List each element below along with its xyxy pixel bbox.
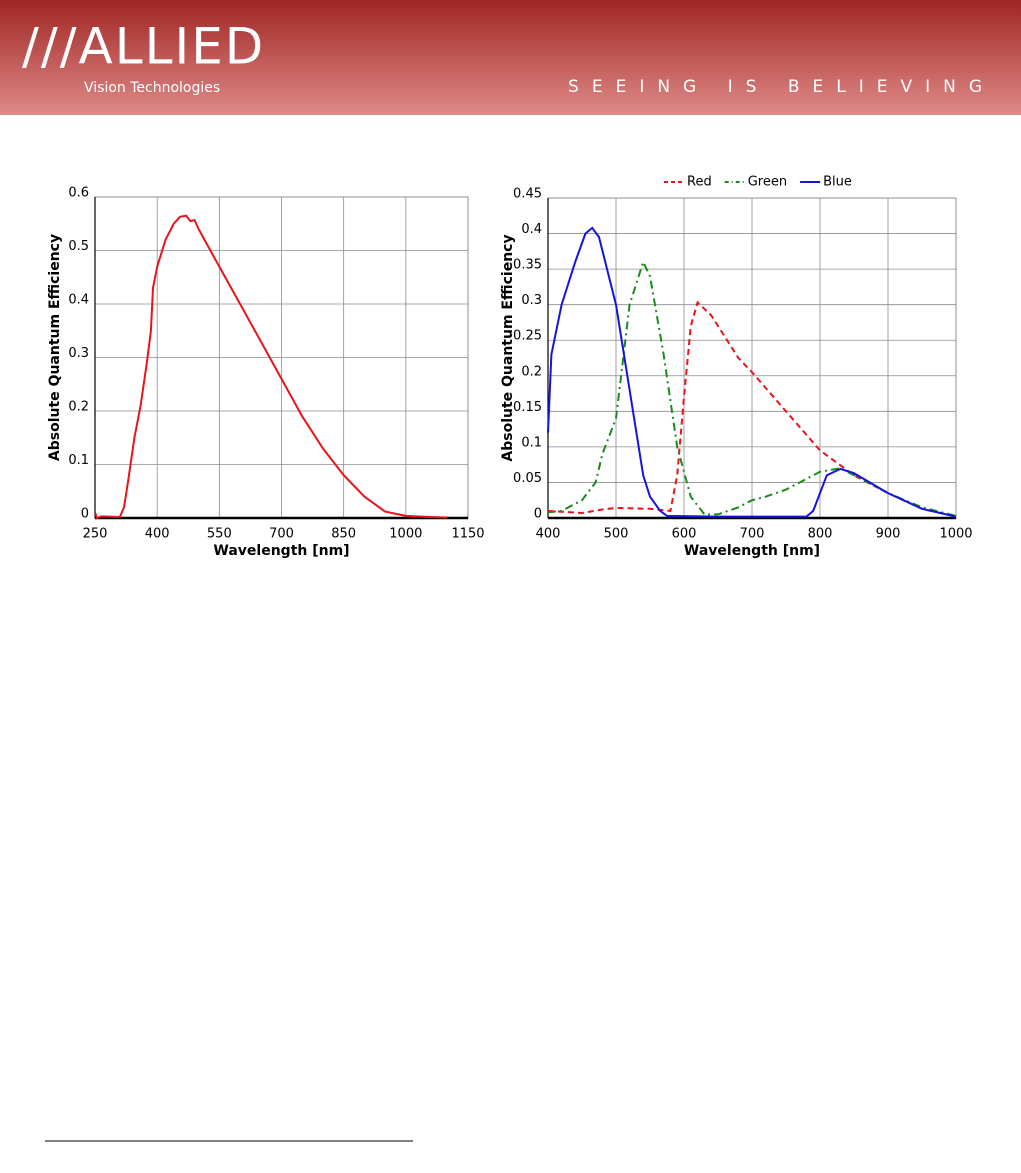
y-tick-label: 0	[81, 507, 89, 522]
header-band	[0, 0, 1021, 115]
logo: ///ALLIED	[22, 18, 265, 76]
tagline: SEEING IS BELIEVING	[568, 77, 995, 97]
y-axis-label: Absolute Quantum Efficiency	[47, 234, 63, 461]
x-tick-label: 850	[331, 527, 356, 542]
y-tick-label: 0.05	[513, 471, 542, 486]
legend-label: Red	[687, 175, 712, 190]
logo-subtitle: Vision Technologies	[84, 80, 220, 96]
y-tick-label: 0.2	[521, 364, 542, 379]
y-tick-label: 0.4	[68, 293, 89, 308]
legend-label: Green	[748, 175, 787, 190]
y-tick-label: 0.5	[68, 239, 89, 254]
x-tick-label: 500	[604, 527, 629, 542]
y-tick-label: 0.35	[513, 258, 542, 273]
legend-label: Blue	[823, 175, 852, 190]
series-line	[547, 259, 957, 517]
y-tick-label: 0.6	[68, 186, 89, 201]
x-tick-label: 900	[876, 527, 901, 542]
x-tick-label: 400	[145, 527, 170, 542]
x-tick-label: 250	[83, 527, 108, 542]
series-line	[547, 226, 957, 518]
y-tick-label: 0.25	[513, 329, 542, 344]
x-tick-label: 1000	[389, 527, 422, 542]
x-tick-label: 550	[207, 527, 232, 542]
x-tick-label: 600	[672, 527, 697, 542]
y-tick-label: 0.4	[521, 222, 542, 237]
x-tick-label: 400	[536, 527, 561, 542]
y-tick-label: 0.3	[68, 346, 89, 361]
y-tick-label: 0.45	[513, 187, 542, 202]
y-tick-label: 0	[534, 507, 542, 522]
x-tick-label: 1000	[939, 527, 972, 542]
x-tick-label: 800	[808, 527, 833, 542]
x-tick-label: 1150	[451, 527, 484, 542]
y-tick-label: 0.3	[521, 293, 542, 308]
y-axis-label: Absolute Quantum Efficiency	[500, 234, 516, 461]
series-line	[94, 214, 448, 520]
y-tick-label: 0.1	[68, 453, 89, 468]
y-tick-label: 0.2	[68, 400, 89, 415]
x-axis-label: Wavelength [nm]	[213, 543, 349, 559]
y-tick-label: 0.1	[521, 435, 542, 450]
x-tick-label: 700	[740, 527, 765, 542]
x-tick-label: 700	[269, 527, 294, 542]
x-axis-label: Wavelength [nm]	[684, 543, 820, 559]
y-tick-label: 0.15	[513, 400, 542, 415]
